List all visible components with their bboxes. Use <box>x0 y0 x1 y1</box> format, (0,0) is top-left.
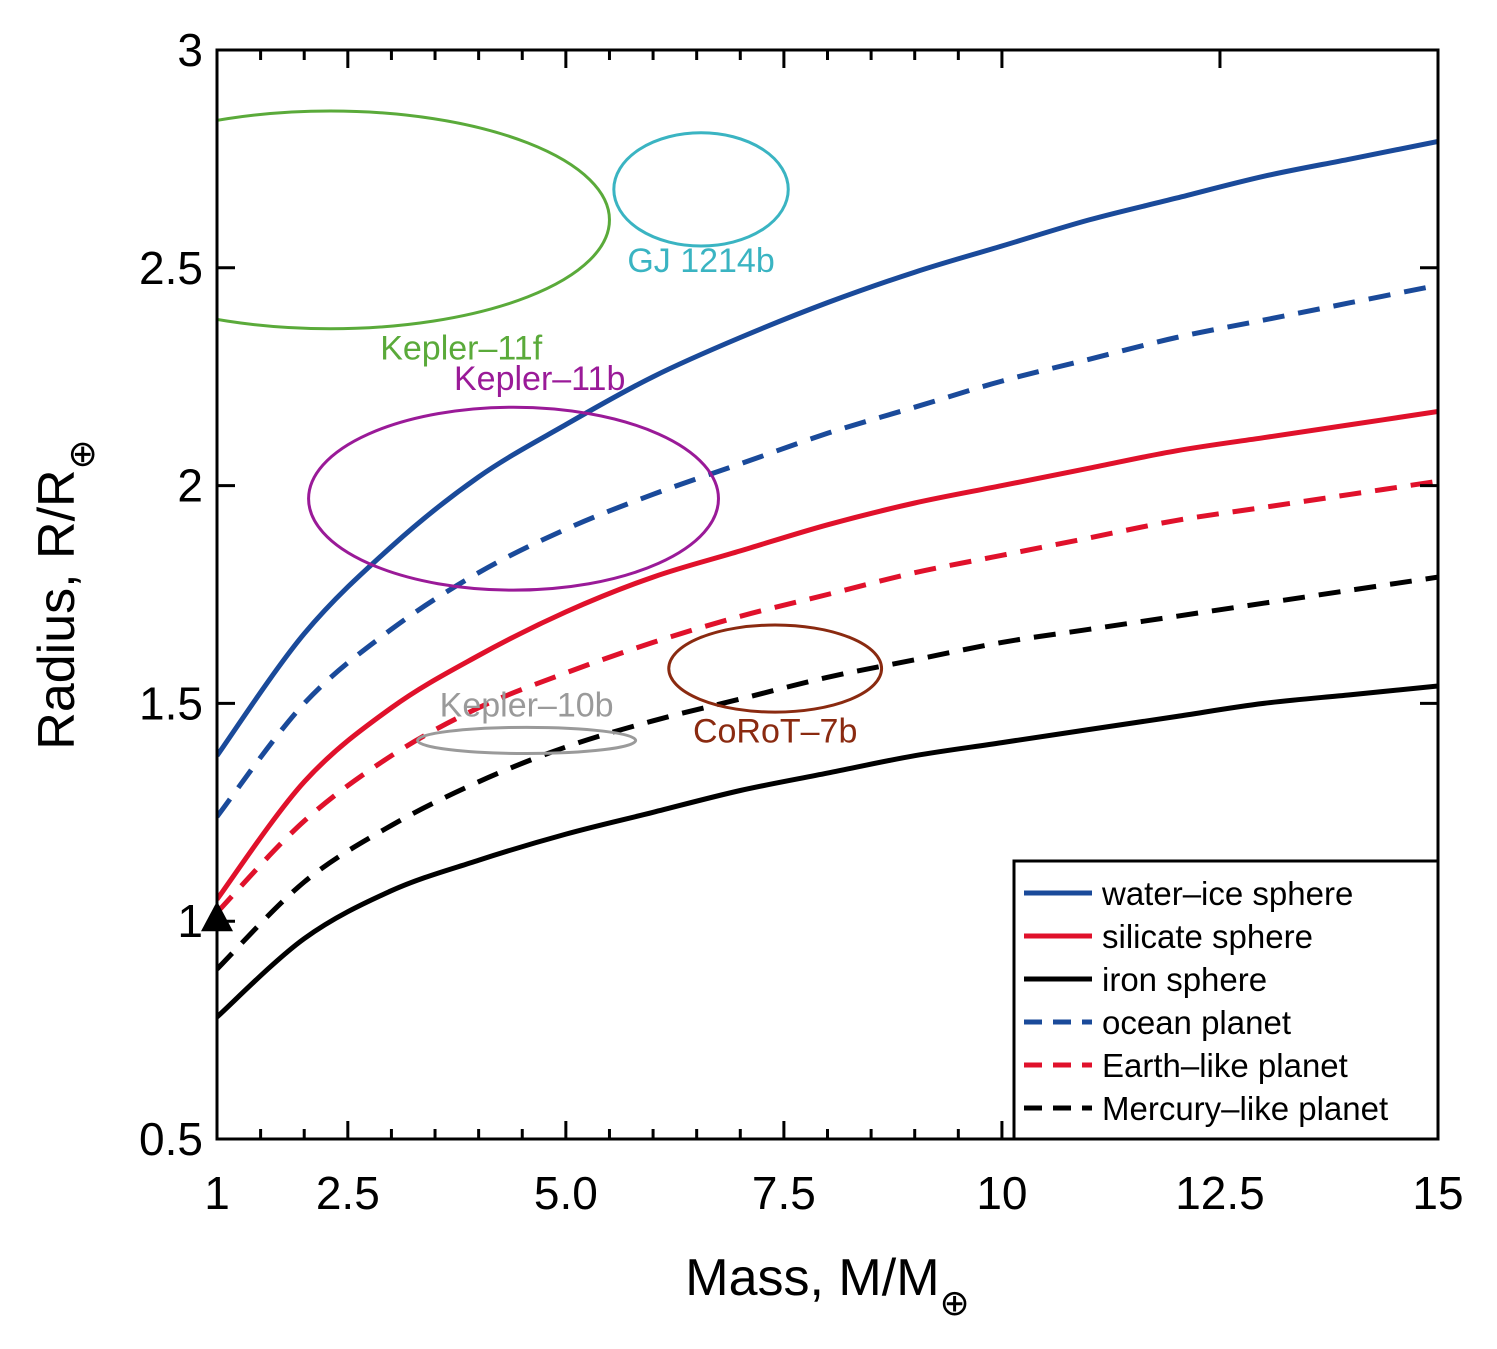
legend-item-2: iron sphere <box>1024 961 1267 998</box>
planet-ellipse-3 <box>416 725 638 755</box>
x-axis-label-text: Mass, M/M <box>685 1249 939 1307</box>
legend-label-3: ocean planet <box>1102 1004 1291 1041</box>
legend-label-5: Mercury–like planet <box>1102 1090 1388 1127</box>
legend-item-1: silicate sphere <box>1024 918 1313 955</box>
y-tick-label-3: 2 <box>177 460 203 512</box>
y-tick-label-5: 3 <box>177 24 203 76</box>
series-line-0 <box>217 139 1438 758</box>
planet-ellipse-2 <box>307 405 720 592</box>
planet-ellipse-0 <box>217 109 611 331</box>
planet-ellipse-group-0 <box>217 109 611 331</box>
planet-ellipse-group-4 <box>667 623 884 714</box>
legend-label-1: silicate sphere <box>1102 918 1313 955</box>
planet-ellipse-1 <box>612 131 790 248</box>
planet-ellipse-group-1 <box>612 131 790 248</box>
y-tick-labels: 0.5 1 1.5 2 2.5 3 <box>139 24 203 1165</box>
x-tick-label-4: 10 <box>976 1167 1027 1219</box>
x-axis-label-subscript: ⊕ <box>940 1282 970 1323</box>
planet-3: Kepler–10b <box>416 686 638 755</box>
ticks-layer <box>215 48 1440 1141</box>
y-tick-label-1: 1 <box>177 895 203 947</box>
legend: water–ice sphere silicate sphere iron sphe… <box>1012 859 1440 1141</box>
x-tick-label-6: 15 <box>1412 1167 1463 1219</box>
x-tick-label-1: 2.5 <box>316 1167 380 1219</box>
x-tick-label-0: 1 <box>204 1167 230 1219</box>
planet-label-2: Kepler–11b <box>454 360 625 398</box>
planet-label-4: CoRoT–7b <box>693 713 857 751</box>
y-tick-label-2: 1.5 <box>139 677 203 729</box>
x-tick-labels: 1 2.5 5.0 7.5 10 12.5 15 <box>204 1167 1463 1219</box>
y-tick-label-4: 2.5 <box>139 242 203 294</box>
planet-label-3: Kepler–10b <box>440 686 614 724</box>
legend-item-5: Mercury–like planet <box>1024 1090 1388 1127</box>
planet-ellipse-group-2 <box>307 405 720 592</box>
planet-0: Kepler–11f <box>217 109 611 367</box>
series-line-4 <box>217 478 1438 915</box>
series-layer <box>217 139 1438 1019</box>
series-line-3 <box>217 282 1438 819</box>
x-tick-label-2: 5.0 <box>534 1167 598 1219</box>
planet-label-0: Kepler–11f <box>380 329 542 367</box>
planet-ellipse-4 <box>667 623 884 714</box>
planet-2: Kepler–11b <box>307 360 720 592</box>
x-tick-label-5: 12.5 <box>1175 1167 1265 1219</box>
legend-item-0: water–ice sphere <box>1024 875 1353 912</box>
y-axis-label-subscript: ⊕ <box>61 439 102 469</box>
y-axis-label-text: Radius, R/R <box>28 469 86 749</box>
legend-item-4: Earth–like planet <box>1024 1047 1348 1084</box>
y-tick-label-0: 0.5 <box>139 1113 203 1165</box>
planet-ellipse-group-3 <box>416 725 638 755</box>
series-line-2 <box>217 683 1438 1019</box>
series-line-5 <box>217 574 1438 971</box>
planet-1: GJ 1214b <box>612 131 790 280</box>
legend-items: water–ice sphere silicate sphere iron sphe… <box>1024 875 1388 1127</box>
y-axis-label: Radius, R/R⊕ <box>28 439 102 749</box>
planet-4: CoRoT–7b <box>667 623 884 751</box>
legend-label-4: Earth–like planet <box>1102 1047 1348 1084</box>
legend-item-3: ocean planet <box>1024 1004 1291 1041</box>
planet-layer: Kepler–11f GJ 1214b Kepler–11b Kepler–10b Co… <box>217 109 884 755</box>
legend-label-0: water–ice sphere <box>1101 875 1353 912</box>
x-tick-label-3: 7.5 <box>752 1167 816 1219</box>
series-line-1 <box>217 409 1438 901</box>
planet-label-1: GJ 1214b <box>627 242 774 280</box>
x-axis-label: Mass, M/M⊕ <box>685 1249 969 1323</box>
legend-label-2: iron sphere <box>1102 961 1267 998</box>
legend-box <box>1012 859 1440 1141</box>
